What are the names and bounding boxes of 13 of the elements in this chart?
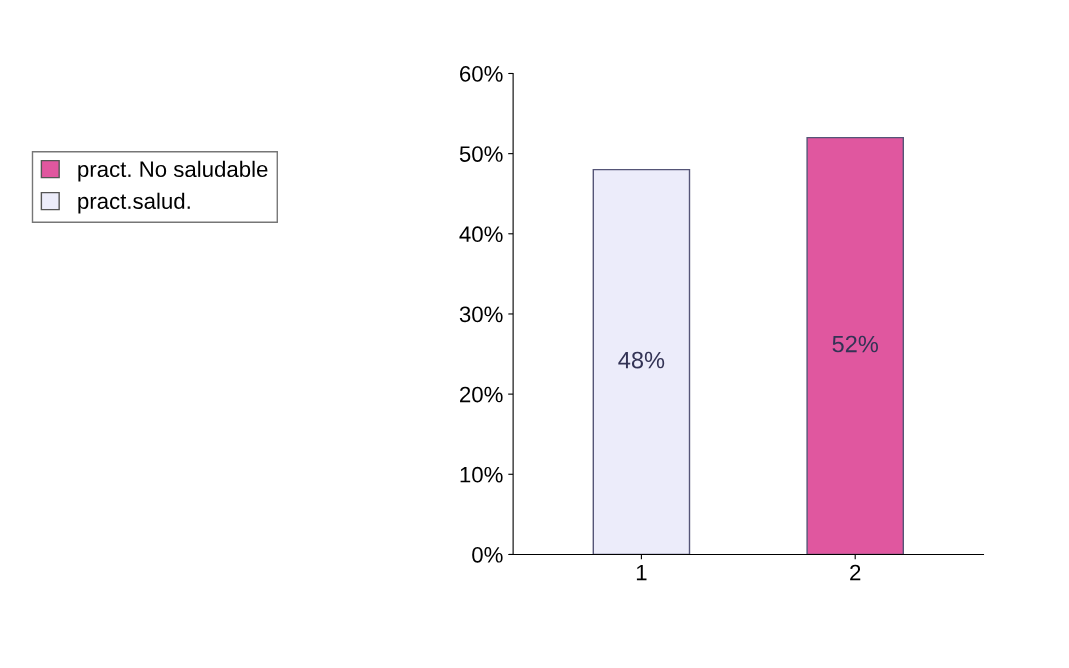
x-tick-label: 2 (850, 564, 861, 581)
legend-label: pract. No saludable (78, 160, 268, 182)
y-tick-label: 50% (459, 146, 503, 162)
y-tick-label: 0% (472, 546, 503, 563)
y-tick-label: 30% (459, 306, 503, 323)
y-tick-label: 40% (459, 226, 503, 243)
legend-label: pract.salud. (78, 192, 190, 214)
y-tick-label: 20% (460, 386, 503, 403)
y-tick-label: 10% (460, 466, 503, 483)
x-tick-label: 1 (636, 564, 647, 581)
data-label: 48% (618, 351, 665, 369)
y-tick-label: 60% (460, 66, 503, 82)
data-label: 52% (832, 335, 878, 353)
